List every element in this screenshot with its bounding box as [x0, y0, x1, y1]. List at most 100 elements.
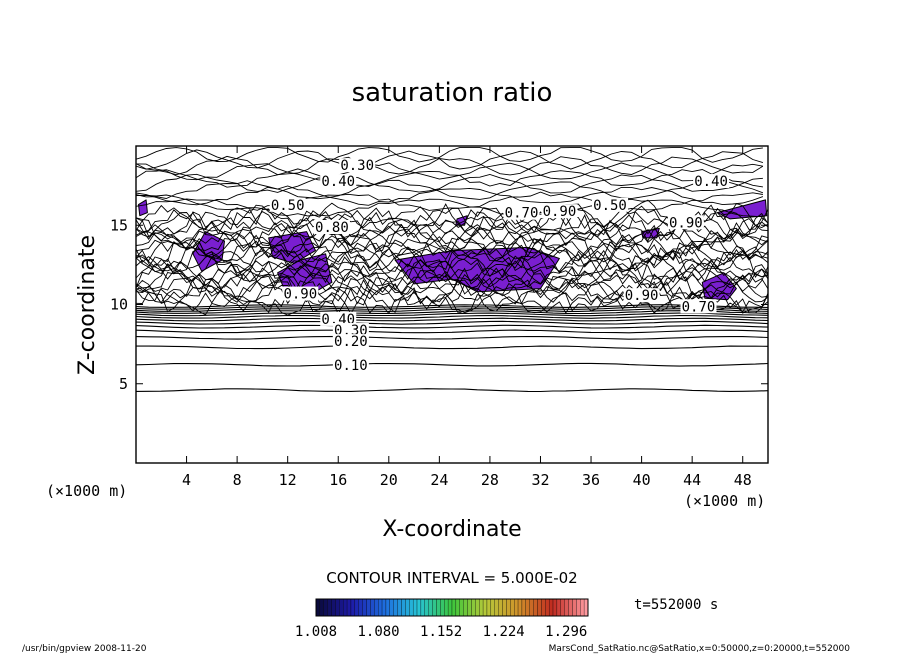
- colorbar-cell-3: [327, 598, 332, 617]
- contour-line-30: [135, 232, 769, 263]
- colorbar-tick-label-3: 1.224: [483, 624, 525, 640]
- colorbar-cell-63: [560, 598, 565, 617]
- y-tick-label-0: 5: [119, 375, 128, 393]
- contour-label-bg-5: [503, 205, 540, 220]
- colorbar-cell-37: [459, 598, 464, 617]
- contour-label-10: 0.70: [682, 299, 716, 315]
- colorbar-cell-67: [576, 598, 581, 617]
- colorbar-cell-14: [370, 598, 375, 617]
- colorbar-cell-36: [455, 598, 460, 617]
- contour-label-3: 0.50: [271, 198, 305, 214]
- contour-line-39: [135, 199, 769, 232]
- contour-line-10: [135, 310, 769, 315]
- colorbar-cell-69: [583, 598, 589, 617]
- colorbar-cell-17: [381, 598, 387, 617]
- contour-line-22: [135, 256, 769, 295]
- contour-line-6: [135, 320, 769, 325]
- contour-line-3: [135, 335, 769, 340]
- colorbar-ticks: 1.008 1.080 1.152 1.224 1.296: [295, 624, 587, 640]
- contour-label-bg-13: [332, 323, 369, 338]
- colorbar-cell-49: [506, 598, 511, 617]
- colorbar-cell-26: [416, 598, 422, 617]
- colorbar-cell-38: [463, 598, 468, 617]
- contour-interval-text: CONTOUR INTERVAL = 5.000E-02: [326, 569, 577, 587]
- colorbar: [315, 598, 589, 617]
- contour-line-0: [135, 388, 769, 393]
- contour-label-2: 0.40: [694, 174, 728, 190]
- footer-left: /usr/bin/gpview 2008-11-20: [22, 644, 147, 654]
- colorbar-cell-21: [397, 598, 402, 617]
- fill-region-1: [268, 231, 316, 264]
- colorbar-cell-33: [444, 598, 449, 617]
- colorbar-cell-25: [412, 598, 418, 617]
- contour-label-15: 0.10: [334, 358, 368, 374]
- contour-label-bg-12: [320, 311, 357, 326]
- contour-line-45: [135, 168, 763, 188]
- colorbar-frame: [315, 598, 589, 617]
- contour-label-1: 0.40: [321, 174, 355, 190]
- y-axis-label: Z-coordinate: [75, 235, 100, 375]
- contour-labels: 0.300.40 0.400.50 0.500.700.800.900.900.90…: [269, 158, 730, 374]
- contour-label-9: 0.90: [669, 215, 703, 231]
- contour-label-14: 0.20: [334, 334, 368, 350]
- contour-line-36: [135, 211, 769, 242]
- colorbar-cell-66: [572, 598, 577, 617]
- colorbar-cell-1: [319, 598, 324, 617]
- contour-line-13: [135, 304, 769, 309]
- colorbar-cell-20: [393, 598, 398, 617]
- contour-label-bg-11: [282, 286, 319, 301]
- colorbar-cell-22: [401, 598, 406, 617]
- x-tick-label-5: 24: [430, 471, 448, 489]
- colorbar-cell-46: [494, 598, 499, 617]
- contour-line-49: [135, 147, 763, 163]
- colorbar-cell-52: [517, 598, 523, 617]
- x-unit-left: (×1000 m): [46, 482, 127, 500]
- contour-line-48: [135, 149, 764, 170]
- colorbar-cell-50: [510, 598, 515, 617]
- contour-label-bg-8: [623, 288, 660, 303]
- contour-line-40: [135, 198, 763, 219]
- footer-right: MarsCond_SatRatio.nc@SatRatio,x=0:50000,…: [549, 644, 851, 654]
- colorbar-cell-23: [405, 598, 410, 617]
- colorbar-cell-53: [521, 598, 526, 617]
- x-tick-label-7: 32: [531, 471, 549, 489]
- colorbar-cell-65: [568, 598, 573, 617]
- contour-line-4: [135, 329, 769, 334]
- x-tick-label-3: 16: [329, 471, 347, 489]
- colorbar-cell-7: [343, 598, 348, 617]
- contour-label-bg-3: [269, 197, 306, 212]
- colorbar-tick-label-0: 1.008: [295, 624, 337, 640]
- colorbar-cell-24: [409, 598, 414, 617]
- contour-line-38: [135, 207, 769, 233]
- colorbar-cell-55: [529, 598, 534, 617]
- fill-region-5: [138, 199, 148, 217]
- colorbar-cell-57: [537, 598, 542, 617]
- contour-line-27: [135, 240, 769, 274]
- colorbar-cell-41: [475, 598, 480, 617]
- contour-label-5: 0.70: [505, 206, 539, 222]
- x-tick-label-4: 20: [380, 471, 398, 489]
- colorbar-cell-61: [552, 598, 558, 617]
- contour-line-2: [136, 345, 769, 350]
- colorbar-cell-42: [479, 598, 484, 617]
- time-label: t=552000 s: [634, 597, 718, 613]
- contour-line-41: [136, 191, 763, 211]
- contour-label-bg-6: [313, 220, 350, 235]
- colorbar-cell-11: [358, 598, 363, 617]
- contour-line-25: [135, 246, 769, 284]
- colorbar-cell-18: [385, 598, 390, 617]
- colorbar-cell-35: [451, 598, 457, 617]
- y-axis-ticks: 5 10 15: [110, 216, 768, 393]
- x-tick-label-10: 44: [683, 471, 701, 489]
- colorbar-cell-2: [323, 598, 328, 617]
- colorbar-cell-64: [564, 598, 569, 617]
- colorbar-cell-5: [335, 598, 340, 617]
- colorbar-cell-8: [346, 598, 352, 617]
- colorbar-cell-12: [362, 598, 367, 617]
- colorbar-cell-27: [420, 598, 425, 617]
- y-tick-label-1: 10: [110, 296, 128, 314]
- x-axis-label: X-coordinate: [382, 517, 521, 542]
- colorbar-cell-60: [548, 598, 554, 617]
- x-tick-label-9: 40: [633, 471, 651, 489]
